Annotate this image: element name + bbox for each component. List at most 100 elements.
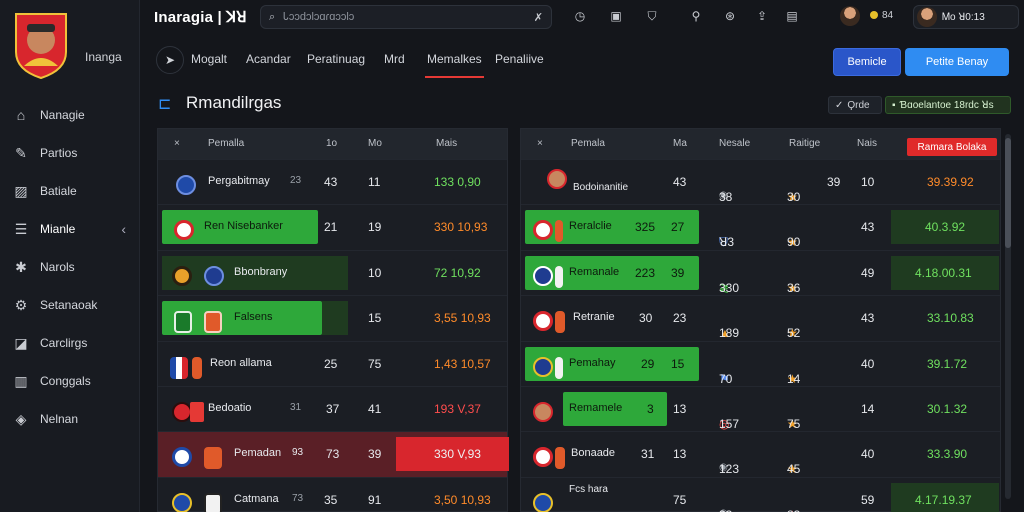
close-icon[interactable]: ×: [537, 138, 543, 149]
status-badge[interactable]: Ramara Bolaka: [907, 138, 997, 156]
document-icon[interactable]: ▤: [786, 9, 798, 23]
app-name: Inanga: [85, 50, 122, 64]
sidebar-item-label: Nelnan: [40, 412, 79, 426]
sidebar-item-settings[interactable]: ⚙ Setanaoak: [0, 286, 140, 324]
team-badge-icon: [172, 265, 192, 286]
clear-icon[interactable]: ✗: [533, 11, 543, 24]
user-pill[interactable]: Ꮇo ꓤ0:13: [913, 5, 1019, 29]
table-row[interactable]: Bodoinanitie 43 ◉ 38 ★ 30 39 10 39.39.92: [521, 159, 1000, 204]
avatar[interactable]: [840, 6, 860, 26]
tab-mrd[interactable]: Mrd: [384, 52, 405, 66]
upload-icon[interactable]: ⇪: [756, 9, 768, 23]
sidebar-item-label: Nanagie: [40, 108, 85, 122]
highlight: [525, 210, 699, 245]
table-row[interactable]: Remanale 223 39 ≷ 330 ★ 36 49 4.18.00.31: [521, 249, 1000, 295]
table-header: × Pemala Ma Nesale Raitige Nais Ramara B…: [521, 129, 1000, 159]
column-header[interactable]: Nais: [857, 138, 878, 149]
filter-chip-green[interactable]: ▪ Ɓɑoelantoe 18rdc ꓤs: [885, 96, 1011, 114]
column-header[interactable]: Ma: [673, 138, 687, 149]
sidebar-item-nelnan[interactable]: ◈ Nelnan: [0, 400, 140, 438]
tab-penaliive[interactable]: Penaliive: [495, 52, 544, 66]
sidebar-item-mianle[interactable]: ☰ Mianle ‹: [0, 210, 140, 248]
team-badge-icon: [555, 220, 563, 243]
sidebar-item-batiale[interactable]: ▨ Batiale: [0, 172, 140, 210]
table-row[interactable]: Bbonbrany 10 72 10,92: [158, 249, 507, 295]
table-row[interactable]: Fcs hara 75 ◉ 33 ★ 83 59 4.17.19.37: [521, 476, 1000, 512]
shield-icon[interactable]: ⛉: [647, 8, 657, 23]
secondary-button[interactable]: Bemicle: [833, 48, 901, 76]
primary-button[interactable]: Petite Benay: [905, 48, 1009, 76]
circle-icon: ◉: [719, 462, 728, 474]
search-placeholder: Ꮣɔɔdɔlɔɑɾɑɔɔlɔ: [283, 10, 355, 23]
section-title: Rmandilrgas: [186, 93, 282, 112]
column-header[interactable]: Raitige: [789, 138, 821, 149]
search-input[interactable]: ⌕ Ꮣɔɔdɔlɔɑɾɑɔɔlɔ ✗: [260, 5, 552, 29]
team-badge-icon: [204, 311, 222, 334]
team-badge-icon: [533, 447, 553, 468]
tab-mogalt[interactable]: Mogalt: [191, 52, 228, 66]
table-row[interactable]: Pergabitmay 23 43 11 133 0,90: [158, 159, 507, 204]
sidebar-item-label: Setanaoak: [40, 298, 98, 312]
star-icon: ★: [787, 508, 798, 512]
column-header[interactable]: 1o: [326, 138, 338, 149]
table-row[interactable]: Bonaade 31 13 ◉ 123 ★ 45 40 33.3.90: [521, 431, 1000, 476]
team-badge-icon: [555, 311, 565, 334]
filter-chip[interactable]: ✓ Ϙrde: [828, 96, 882, 114]
column-header[interactable]: Mo: [368, 138, 382, 149]
tab-acandar[interactable]: Acandar: [246, 52, 291, 66]
tab-memalkes[interactable]: Memalkes: [425, 52, 484, 78]
star-icon: ★: [787, 462, 798, 477]
table-row[interactable]: Pemahay 29 15 ⚑ 70 ★ 14 40 39.1.72: [521, 340, 1000, 386]
highlight: [891, 255, 999, 290]
table-row[interactable]: Bedoatio 31 37 41 193 V,37: [158, 385, 507, 431]
sidebar-item-conggals[interactable]: ▥ Conggals: [0, 362, 140, 400]
pen-icon: ✎: [15, 144, 27, 161]
team-badge-icon: [176, 175, 196, 195]
close-icon[interactable]: ×: [174, 138, 180, 149]
team-crest-logo[interactable]: [12, 10, 70, 80]
team-badge-icon: [555, 447, 565, 470]
table-row[interactable]: Pemadan 93 73 39 330 V,93: [158, 431, 509, 477]
target-icon: ◎: [719, 416, 730, 431]
sidebar-item-carclirgs[interactable]: ◪ Carclirgs: [0, 324, 140, 362]
player-avatar: [533, 401, 553, 422]
scrollbar[interactable]: [1005, 134, 1011, 499]
arrows-icon: ≷: [719, 280, 730, 295]
star-icon: ★: [787, 280, 798, 295]
list-icon: ☰: [14, 220, 28, 237]
team-badge-icon: [204, 447, 222, 470]
clock-icon[interactable]: ◷: [574, 9, 586, 23]
table-row[interactable]: Retranie 30 23 ▲ 189 ★ 52 43 33.10.83: [521, 295, 1000, 340]
team-badge-icon: [533, 220, 553, 241]
team-badge-icon: [172, 401, 192, 422]
tab-bar: ➤ Mogalt Acandar Peratinuag Mrd Memalkes…: [140, 40, 1024, 84]
right-table: × Pemala Ma Nesale Raitige Nais Ramara B…: [520, 128, 1001, 512]
back-button[interactable]: ➤: [156, 46, 184, 74]
highlight: [162, 255, 348, 290]
sidebar-item-partios[interactable]: ✎ Partios: [0, 134, 140, 172]
tab-peratinuag[interactable]: Peratinuag: [307, 52, 366, 66]
app-title: Inaragia | ꓘꓤ: [154, 9, 247, 26]
column-header[interactable]: Pemalla: [208, 138, 245, 149]
table-row[interactable]: Falsens 15 3,55 10,93: [158, 295, 507, 340]
circle-icon: ◉: [719, 508, 728, 512]
table-row[interactable]: Reon allama 25 75 1,43 10,57: [158, 340, 507, 386]
camera-icon[interactable]: ▣: [610, 9, 622, 23]
table-row[interactable]: Remamele 3 13 ◎ 157 ★ 75 14 30.1.32: [521, 385, 1000, 431]
scrollbar-thumb[interactable]: [1005, 138, 1011, 248]
team-badge-icon: [190, 401, 204, 422]
column-header[interactable]: Pemala: [571, 138, 605, 149]
column-header[interactable]: Nesale: [719, 138, 751, 149]
pin-icon: ✱: [15, 258, 27, 275]
table-row[interactable]: Catmana 73 35 91 3,50 10,93: [158, 476, 507, 512]
sidebar-item-home[interactable]: ⌂ Nanagie: [0, 96, 140, 134]
sidebar-item-narols[interactable]: ✱ Narols: [0, 248, 140, 286]
table-row[interactable]: Reralclie 325 27 ⛉ ꓤ3 ★ 90 43 40.3.92: [521, 204, 1000, 249]
magnifier-icon[interactable]: ⚲: [691, 9, 701, 23]
chart-icon: ◪: [14, 334, 28, 351]
table-row[interactable]: Ren Nisebanker 21 19 330 10,93: [158, 204, 507, 249]
column-header[interactable]: Mais: [436, 138, 458, 149]
chevron-left-icon[interactable]: ‹: [121, 221, 126, 237]
globe-icon[interactable]: ⊛: [724, 9, 736, 23]
